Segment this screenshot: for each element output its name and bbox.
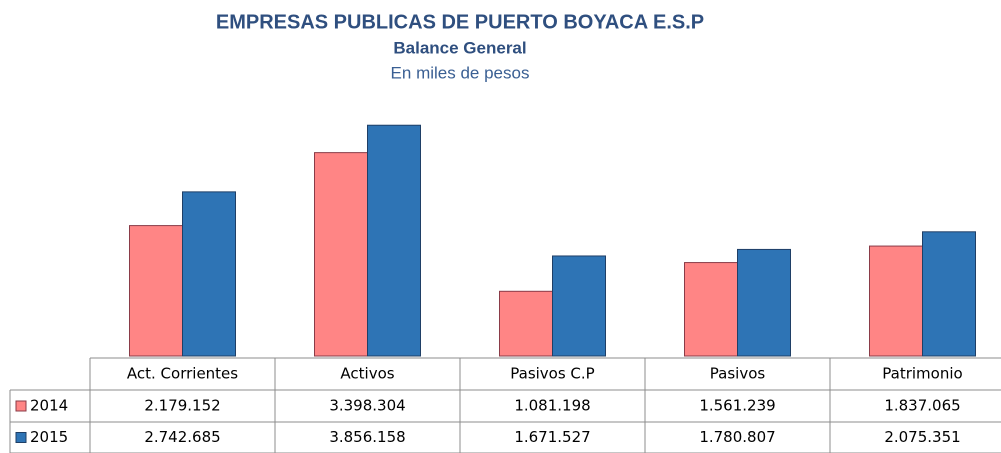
bar	[737, 248, 791, 357]
bar	[182, 191, 236, 357]
table-value: 3.398.304	[329, 397, 405, 415]
table-value: 2.075.351	[884, 428, 960, 446]
bar	[129, 225, 183, 357]
x-tick-label: Act. Corrientes	[127, 365, 238, 383]
bar	[552, 255, 606, 357]
table-value: 2.742.685	[144, 428, 220, 446]
x-tick-label: Pasivos C.P	[510, 365, 594, 383]
x-tick-label: Pasivos	[710, 365, 766, 383]
table-value: 1.671.527	[514, 428, 590, 446]
table-value: 1.561.239	[699, 397, 775, 415]
bar	[684, 262, 738, 357]
table-value: 3.856.158	[329, 428, 405, 446]
legend-label: 2014	[30, 397, 68, 415]
bar	[869, 245, 923, 357]
legend-swatch	[15, 400, 27, 412]
legend-swatch	[15, 432, 27, 443]
bar	[367, 124, 421, 357]
unit-note: En miles de pesos	[391, 63, 530, 82]
bar	[314, 152, 368, 357]
chart-title: EMPRESAS PUBLICAS DE PUERTO BOYACA E.S.P	[216, 11, 704, 33]
chart-subtitle: Balance General	[393, 38, 526, 57]
bar	[922, 231, 976, 357]
bar	[499, 290, 553, 357]
x-tick-label: Activos	[340, 365, 394, 383]
table-value: 1.081.198	[514, 397, 590, 415]
legend-label: 2015	[30, 428, 68, 446]
table-value: 2.179.152	[144, 397, 220, 415]
x-tick-label: Patrimonio	[882, 365, 962, 383]
table-value: 1.837.065	[884, 397, 960, 415]
table-value: 1.780.807	[699, 428, 775, 446]
